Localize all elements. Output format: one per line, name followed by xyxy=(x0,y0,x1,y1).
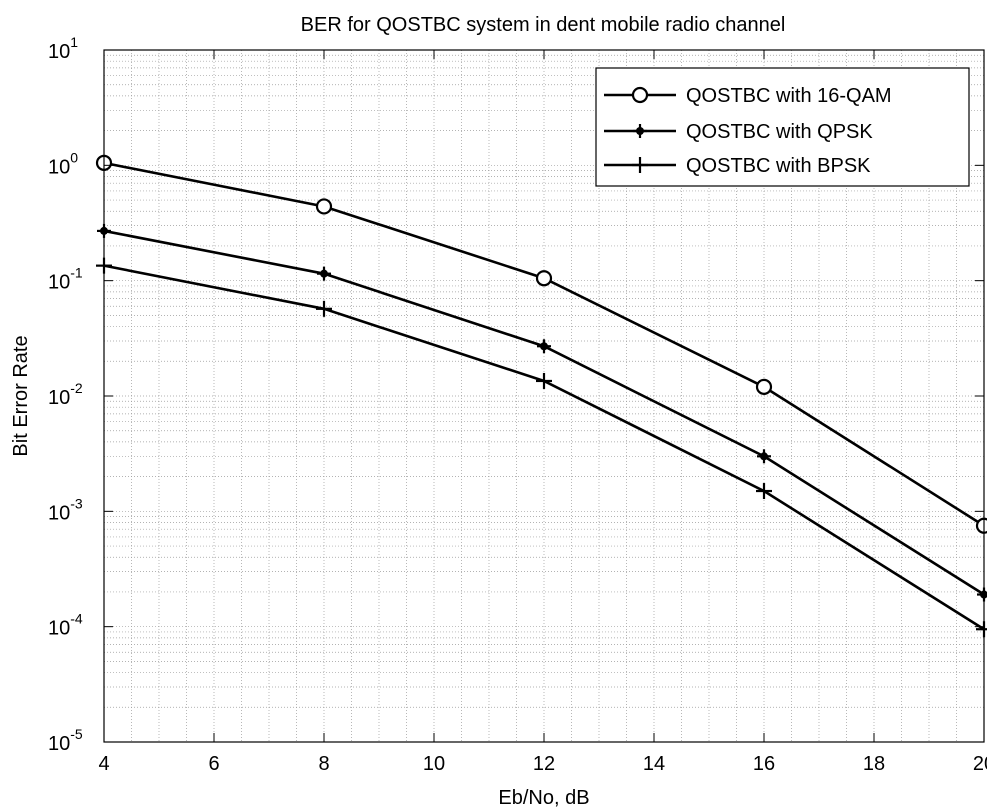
legend-marker xyxy=(632,157,648,173)
y-tick-label: 10-2 xyxy=(48,380,83,409)
legend-marker xyxy=(631,86,649,104)
y-axis-label: Bit Error Rate xyxy=(10,335,32,456)
legend-label: QOSTBC with 16-QAM xyxy=(686,85,892,107)
x-tick-label: 14 xyxy=(643,753,665,775)
x-tick-label: 16 xyxy=(753,753,775,775)
data-point xyxy=(315,198,333,215)
marker-circle xyxy=(975,517,987,534)
x-tick-label: 6 xyxy=(208,753,219,775)
data-point xyxy=(536,372,552,389)
legend-label: QOSTBC with QPSK xyxy=(686,121,873,143)
marker-dot xyxy=(636,127,644,135)
y-tick-label: 10-1 xyxy=(48,265,83,294)
marker-dot xyxy=(320,269,328,278)
data-point xyxy=(535,270,553,287)
x-tick-label: 8 xyxy=(318,753,329,775)
legend-marker xyxy=(633,124,647,138)
x-tick-label: 10 xyxy=(423,753,445,775)
axes: 4 6 8 10 12 14 16 18 20 10-5 10-4 10-3 10-2 10-1 100 10… xyxy=(48,34,987,775)
data-point xyxy=(756,483,772,500)
legend: QOSTBC with 16-QAM QOSTBC with QPSK QOSTBC… xyxy=(595,67,970,187)
y-tick-label: 101 xyxy=(48,34,78,63)
series-layer xyxy=(95,154,987,638)
x-tick-label: 20 xyxy=(973,753,987,775)
legend-label: QOSTBC with BPSK xyxy=(686,155,871,177)
data-point xyxy=(537,339,551,354)
data-point xyxy=(316,300,332,317)
data-point xyxy=(975,517,987,534)
y-tick-label: 10-4 xyxy=(48,611,83,640)
x-tick-label: 18 xyxy=(863,753,885,775)
marker-circle xyxy=(315,198,333,215)
marker-dot xyxy=(760,452,768,461)
x-tick-label: 4 xyxy=(98,753,109,775)
data-point xyxy=(757,449,771,464)
marker-circle xyxy=(535,270,553,287)
y-tick-label: 100 xyxy=(48,149,78,178)
chart-title: BER for QOSTBC system in dent mobile rad… xyxy=(301,14,786,36)
marker-circle xyxy=(631,86,649,104)
marker-circle xyxy=(755,378,773,395)
data-point xyxy=(317,266,331,281)
data-point xyxy=(755,378,773,395)
y-tick-label: 10-5 xyxy=(48,726,83,755)
y-tick-label: 10-3 xyxy=(48,495,83,524)
x-axis-label: Eb/No, dB xyxy=(498,787,589,809)
marker-dot xyxy=(540,342,548,351)
legend-box xyxy=(595,67,970,187)
x-tick-label: 12 xyxy=(533,753,555,775)
